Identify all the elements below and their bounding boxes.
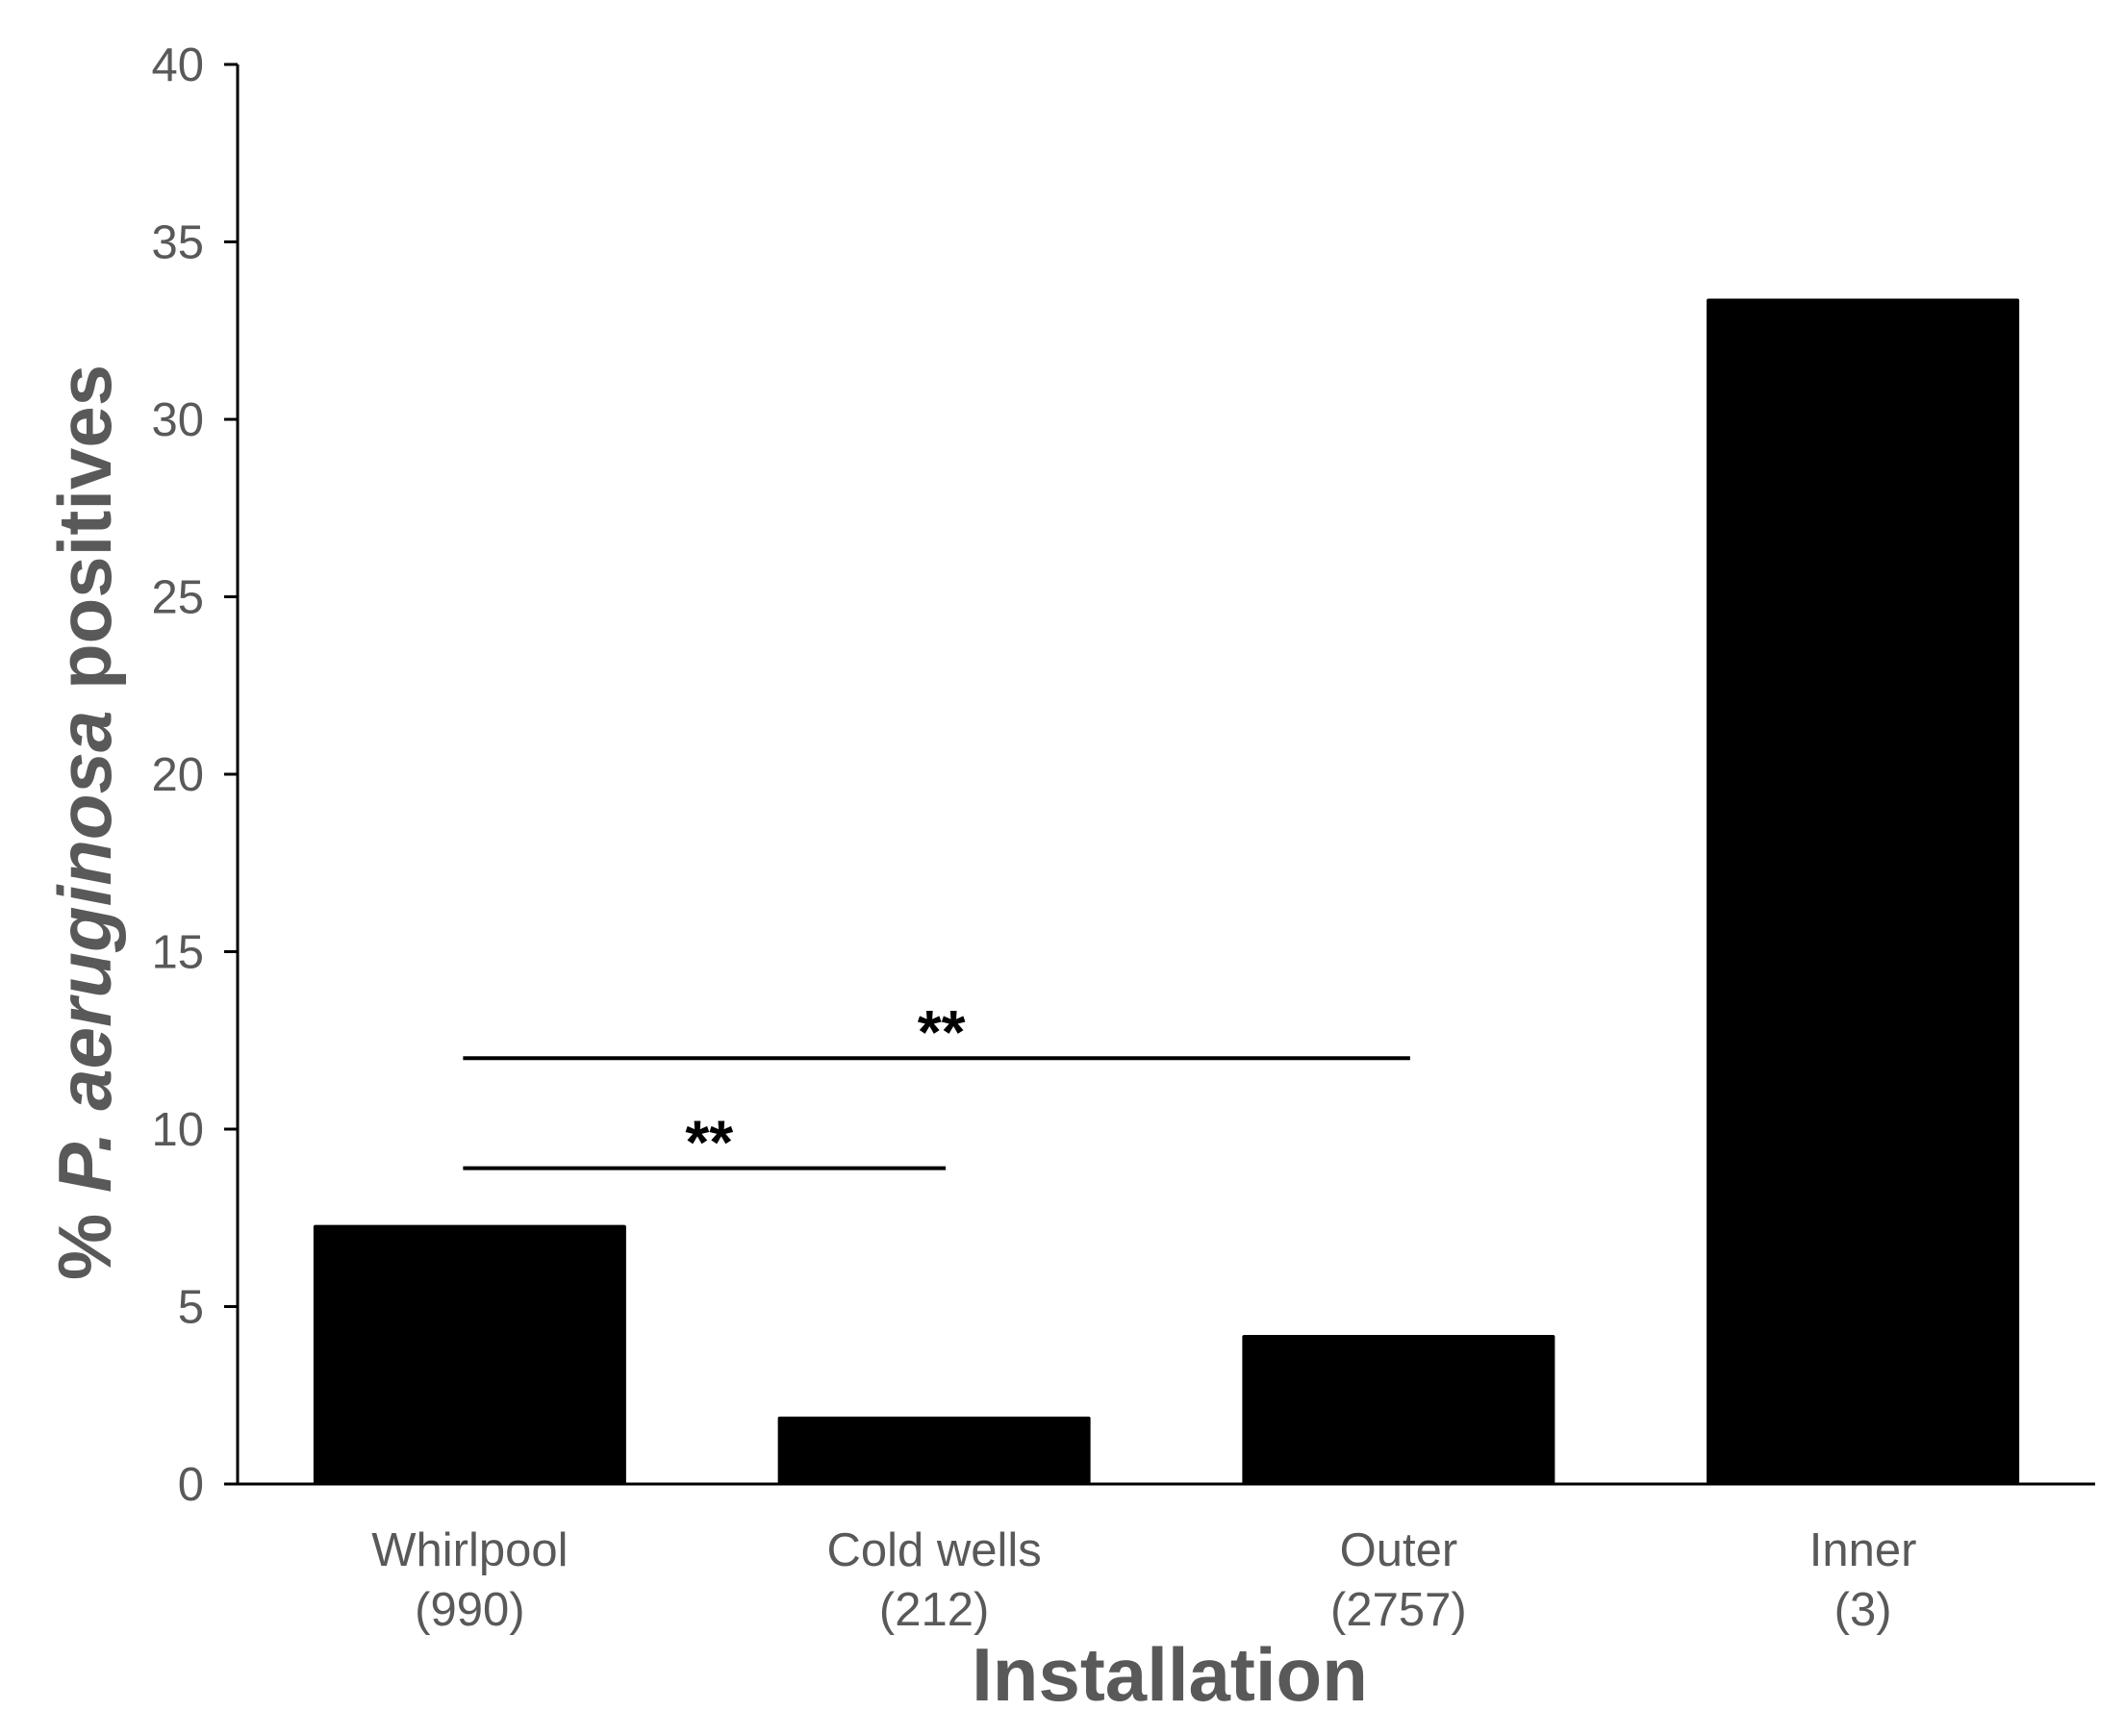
bar-outer — [1242, 1335, 1555, 1484]
y-tick-label: 30 — [151, 394, 204, 446]
y-axis: 0 5 10 15 20 25 30 35 40 — [151, 39, 240, 1511]
x-tick-count-label: (990) — [415, 1584, 524, 1636]
significance-label: ** — [685, 1108, 733, 1177]
bar-cold-wells — [777, 1416, 1091, 1484]
bar-whirlpool — [313, 1224, 626, 1484]
x-tick-count-label: (3) — [1834, 1584, 1892, 1636]
y-tick-label: 40 — [151, 39, 204, 91]
y-tick-label: 35 — [151, 217, 204, 269]
y-tick-label: 15 — [151, 927, 204, 979]
x-axis-title: Installation — [972, 1632, 1368, 1717]
bar-inner — [1707, 298, 2020, 1484]
y-axis-title: % P. aeruginosa positives — [42, 365, 127, 1280]
x-tick-label: Whirlpool — [371, 1524, 568, 1576]
x-tick-label: Outer — [1340, 1524, 1458, 1576]
y-tick-label: 10 — [151, 1104, 204, 1156]
y-axis-title-species: P. aeruginosa — [42, 711, 127, 1193]
x-axis: Whirlpool (990) Cold wells (212) Outer (2757)… — [224, 1482, 2095, 1636]
x-tick-count-label: (212) — [879, 1584, 989, 1636]
significance-label: ** — [918, 997, 966, 1067]
y-axis-title-prefix: % — [42, 1193, 127, 1280]
x-tick-label: Cold wells — [826, 1524, 1041, 1576]
x-tick-label: Inner — [1809, 1524, 1917, 1576]
y-tick-label: 0 — [178, 1459, 204, 1511]
bars-group — [313, 298, 2020, 1484]
x-tick-count-label: (2757) — [1330, 1584, 1467, 1636]
y-tick-label: 25 — [151, 572, 204, 624]
y-tick-label: 5 — [178, 1282, 204, 1334]
y-tick-label: 20 — [151, 749, 204, 801]
y-axis-title-suffix: positives — [42, 365, 127, 711]
significance-brackets: ** ** — [463, 997, 1410, 1177]
